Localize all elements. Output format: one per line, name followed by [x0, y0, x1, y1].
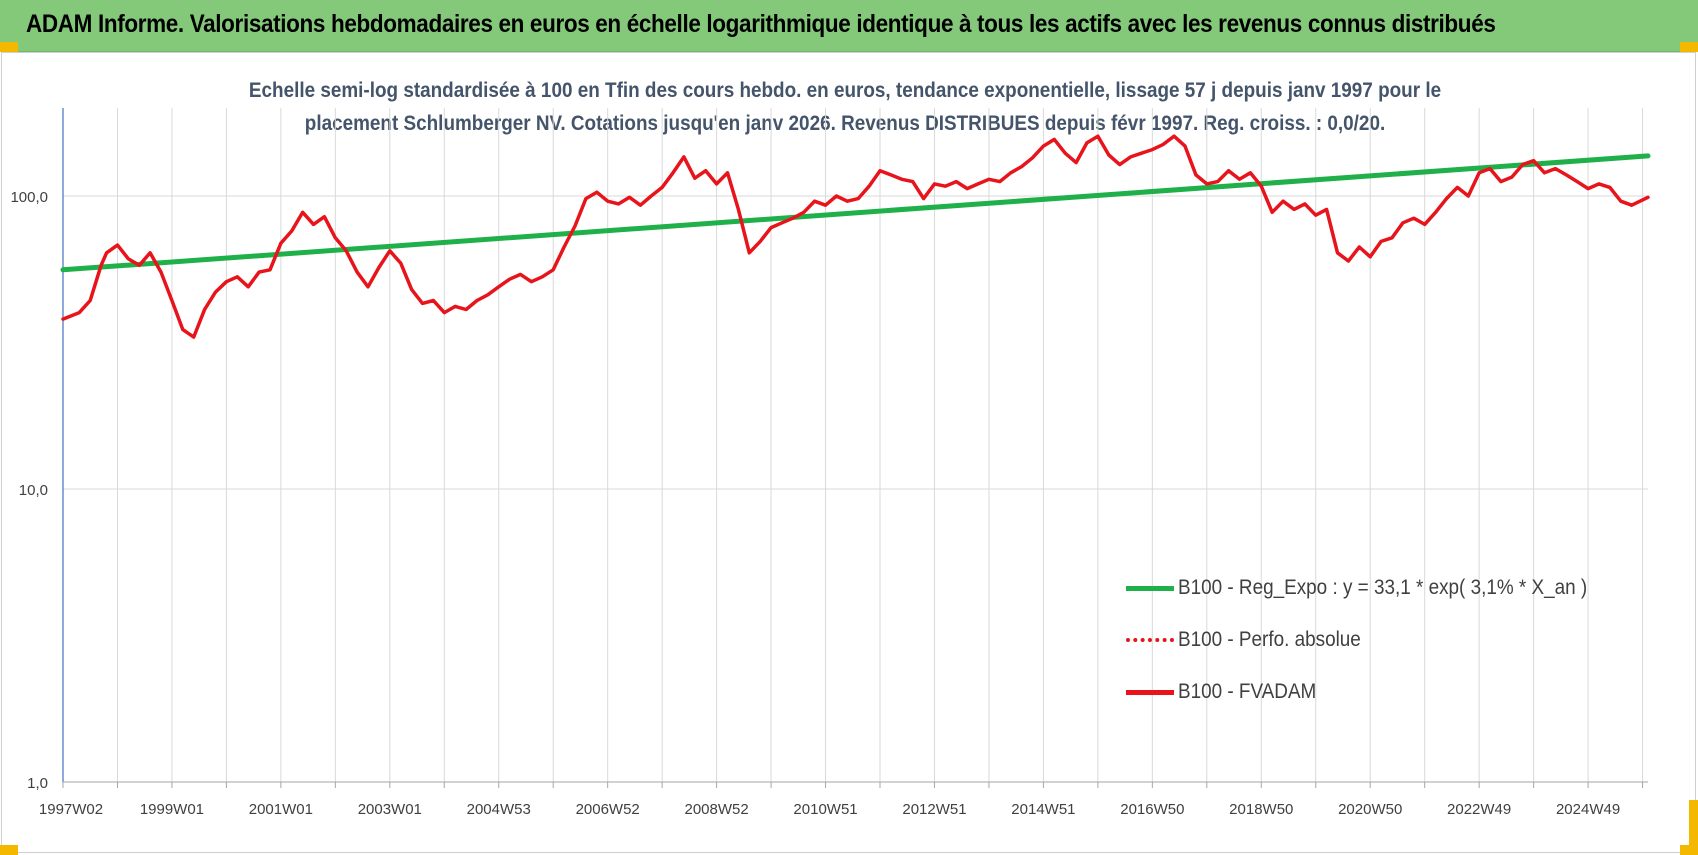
- x-tick-label: 2004W53: [467, 801, 531, 818]
- x-tick-label: 2014W51: [1011, 801, 1075, 818]
- legend-item-perfo: B100 - Perfo. absolue: [1126, 614, 1633, 666]
- legend-swatch-fvadam: [1126, 689, 1174, 695]
- x-tick-label: 1997W02: [39, 801, 103, 818]
- x-tick-label: 2012W51: [902, 801, 966, 818]
- chart-subtitle-line-1: Echelle semi-log standardisée à 100 en T…: [248, 79, 1442, 102]
- x-tick-label: 2003W01: [358, 801, 422, 818]
- legend-swatch-perfo: [1126, 638, 1174, 642]
- corner-marker-bottom-right: [1680, 845, 1698, 855]
- page-title: ADAM Informe. Valorisations hebdomadaire…: [26, 10, 1496, 38]
- axes: [62, 108, 1648, 788]
- x-tick-label: 2016W50: [1120, 801, 1184, 818]
- legend-label-regression: B100 - Reg_Expo : y = 33,1 * exp( 3,1% *…: [1178, 576, 1588, 599]
- x-tick-label: 2010W51: [793, 801, 857, 818]
- x-tick-label: 2024W49: [1556, 801, 1620, 818]
- corner-marker-bottom-left: [0, 845, 18, 855]
- x-tick-label: 1999W01: [140, 801, 204, 818]
- x-tick-label: 2018W50: [1229, 801, 1293, 818]
- legend-label-perfo: B100 - Perfo. absolue: [1178, 628, 1361, 651]
- corner-marker-right: [1689, 800, 1698, 850]
- y-tick-label: 100,0: [10, 189, 48, 206]
- y-tick-label: 10,0: [19, 482, 48, 499]
- header-banner: ADAM Informe. Valorisations hebdomadaire…: [0, 0, 1698, 52]
- corner-marker-top-right: [1680, 42, 1698, 52]
- chart-subtitle-line-2: placement Schlumberger NV. Cotations jus…: [304, 112, 1386, 135]
- series-lines: [60, 134, 1651, 339]
- x-tick-label: 2008W52: [684, 801, 748, 818]
- fvadam-line: [61, 134, 1650, 339]
- legend-item-fvadam: B100 - FVADAM: [1126, 666, 1633, 718]
- grid-lines: [62, 108, 1648, 782]
- chart-subtitle: Echelle semi-log standardisée à 100 en T…: [229, 74, 1462, 140]
- y-tick-label: 1,0: [27, 775, 48, 792]
- legend-label-fvadam: B100 - FVADAM: [1178, 680, 1317, 703]
- regression-line: [60, 153, 1651, 273]
- x-tick-label: 2006W52: [576, 801, 640, 818]
- x-tick-label: 2022W49: [1447, 801, 1511, 818]
- chart-legend: B100 - Reg_Expo : y = 33,1 * exp( 3,1% *…: [1126, 562, 1633, 718]
- x-tick-label: 2020W50: [1338, 801, 1402, 818]
- legend-item-regression: B100 - Reg_Expo : y = 33,1 * exp( 3,1% *…: [1126, 562, 1633, 614]
- x-tick-label: 2001W01: [249, 801, 313, 818]
- corner-marker-top-left: [0, 42, 18, 52]
- tick-labels: 1,0 10,0 100,0 1997W02 1999W01 2001W01 2003W01…: [10, 189, 1620, 818]
- legend-swatch-regression: [1126, 585, 1174, 591]
- chart-frame: [1, 52, 1696, 853]
